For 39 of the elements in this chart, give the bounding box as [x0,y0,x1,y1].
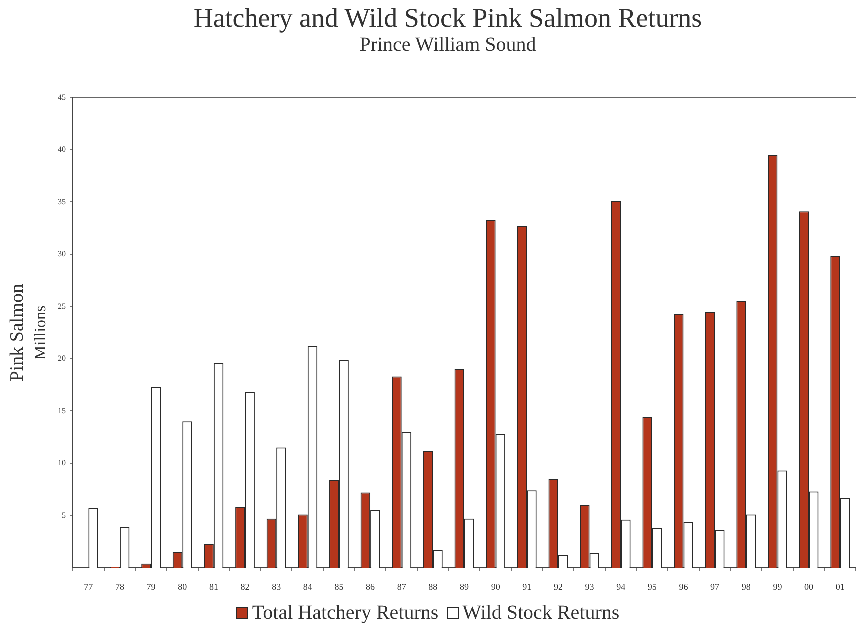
x-tick-label: 78 [115,582,125,592]
x-tick-label: 80 [178,582,188,592]
x-tick-label: 96 [679,582,689,592]
x-tick-label: 94 [616,582,626,592]
x-tick-label: 00 [804,582,814,592]
x-tick-label: 84 [303,582,313,592]
chart-title: Hatchery and Wild Stock Pink Salmon Returns [194,2,702,33]
x-tick-label: 01 [836,582,845,592]
y-tick-label: 15 [58,406,66,416]
y-tick-label: 45 [58,92,66,102]
y-tick-label: 10 [58,458,66,468]
chart-subtitle: Prince William Sound [360,34,536,56]
x-tick-label: 93 [585,582,595,592]
x-tick-label: 79 [146,582,156,592]
x-tick-label: 85 [334,582,344,592]
legend-label: Total Hatchery Returns [252,602,439,624]
x-tick-label: 82 [240,582,250,592]
y-tick-label: 40 [58,145,66,154]
x-tick-label: 89 [460,582,470,592]
y-tick-label: 25 [58,302,66,311]
x-tick-label: 77 [84,582,94,592]
y-tick-label: 35 [58,197,66,206]
x-tick-label: 83 [272,582,282,592]
x-tick-label: 86 [366,582,376,592]
x-tick-label: 98 [742,582,752,592]
x-tick-label: 88 [428,582,438,592]
y-tick-label: 5 [62,510,66,520]
x-tick-label: 91 [522,582,532,592]
x-tick-label: 99 [773,582,783,592]
x-tick-label: 87 [397,582,407,592]
x-tick-label: 92 [554,582,563,592]
x-tick-label: 90 [491,582,501,592]
x-tick-label: 95 [648,582,658,592]
x-tick-label: 81 [209,582,218,592]
series-label: Wild Stock Returns [462,602,620,624]
y-tick-label: 20 [58,354,66,364]
y-tick-label: 30 [58,250,66,259]
x-tick-label: 97 [710,582,720,592]
y-axis-title: Pink Salmon Millions [6,284,50,382]
